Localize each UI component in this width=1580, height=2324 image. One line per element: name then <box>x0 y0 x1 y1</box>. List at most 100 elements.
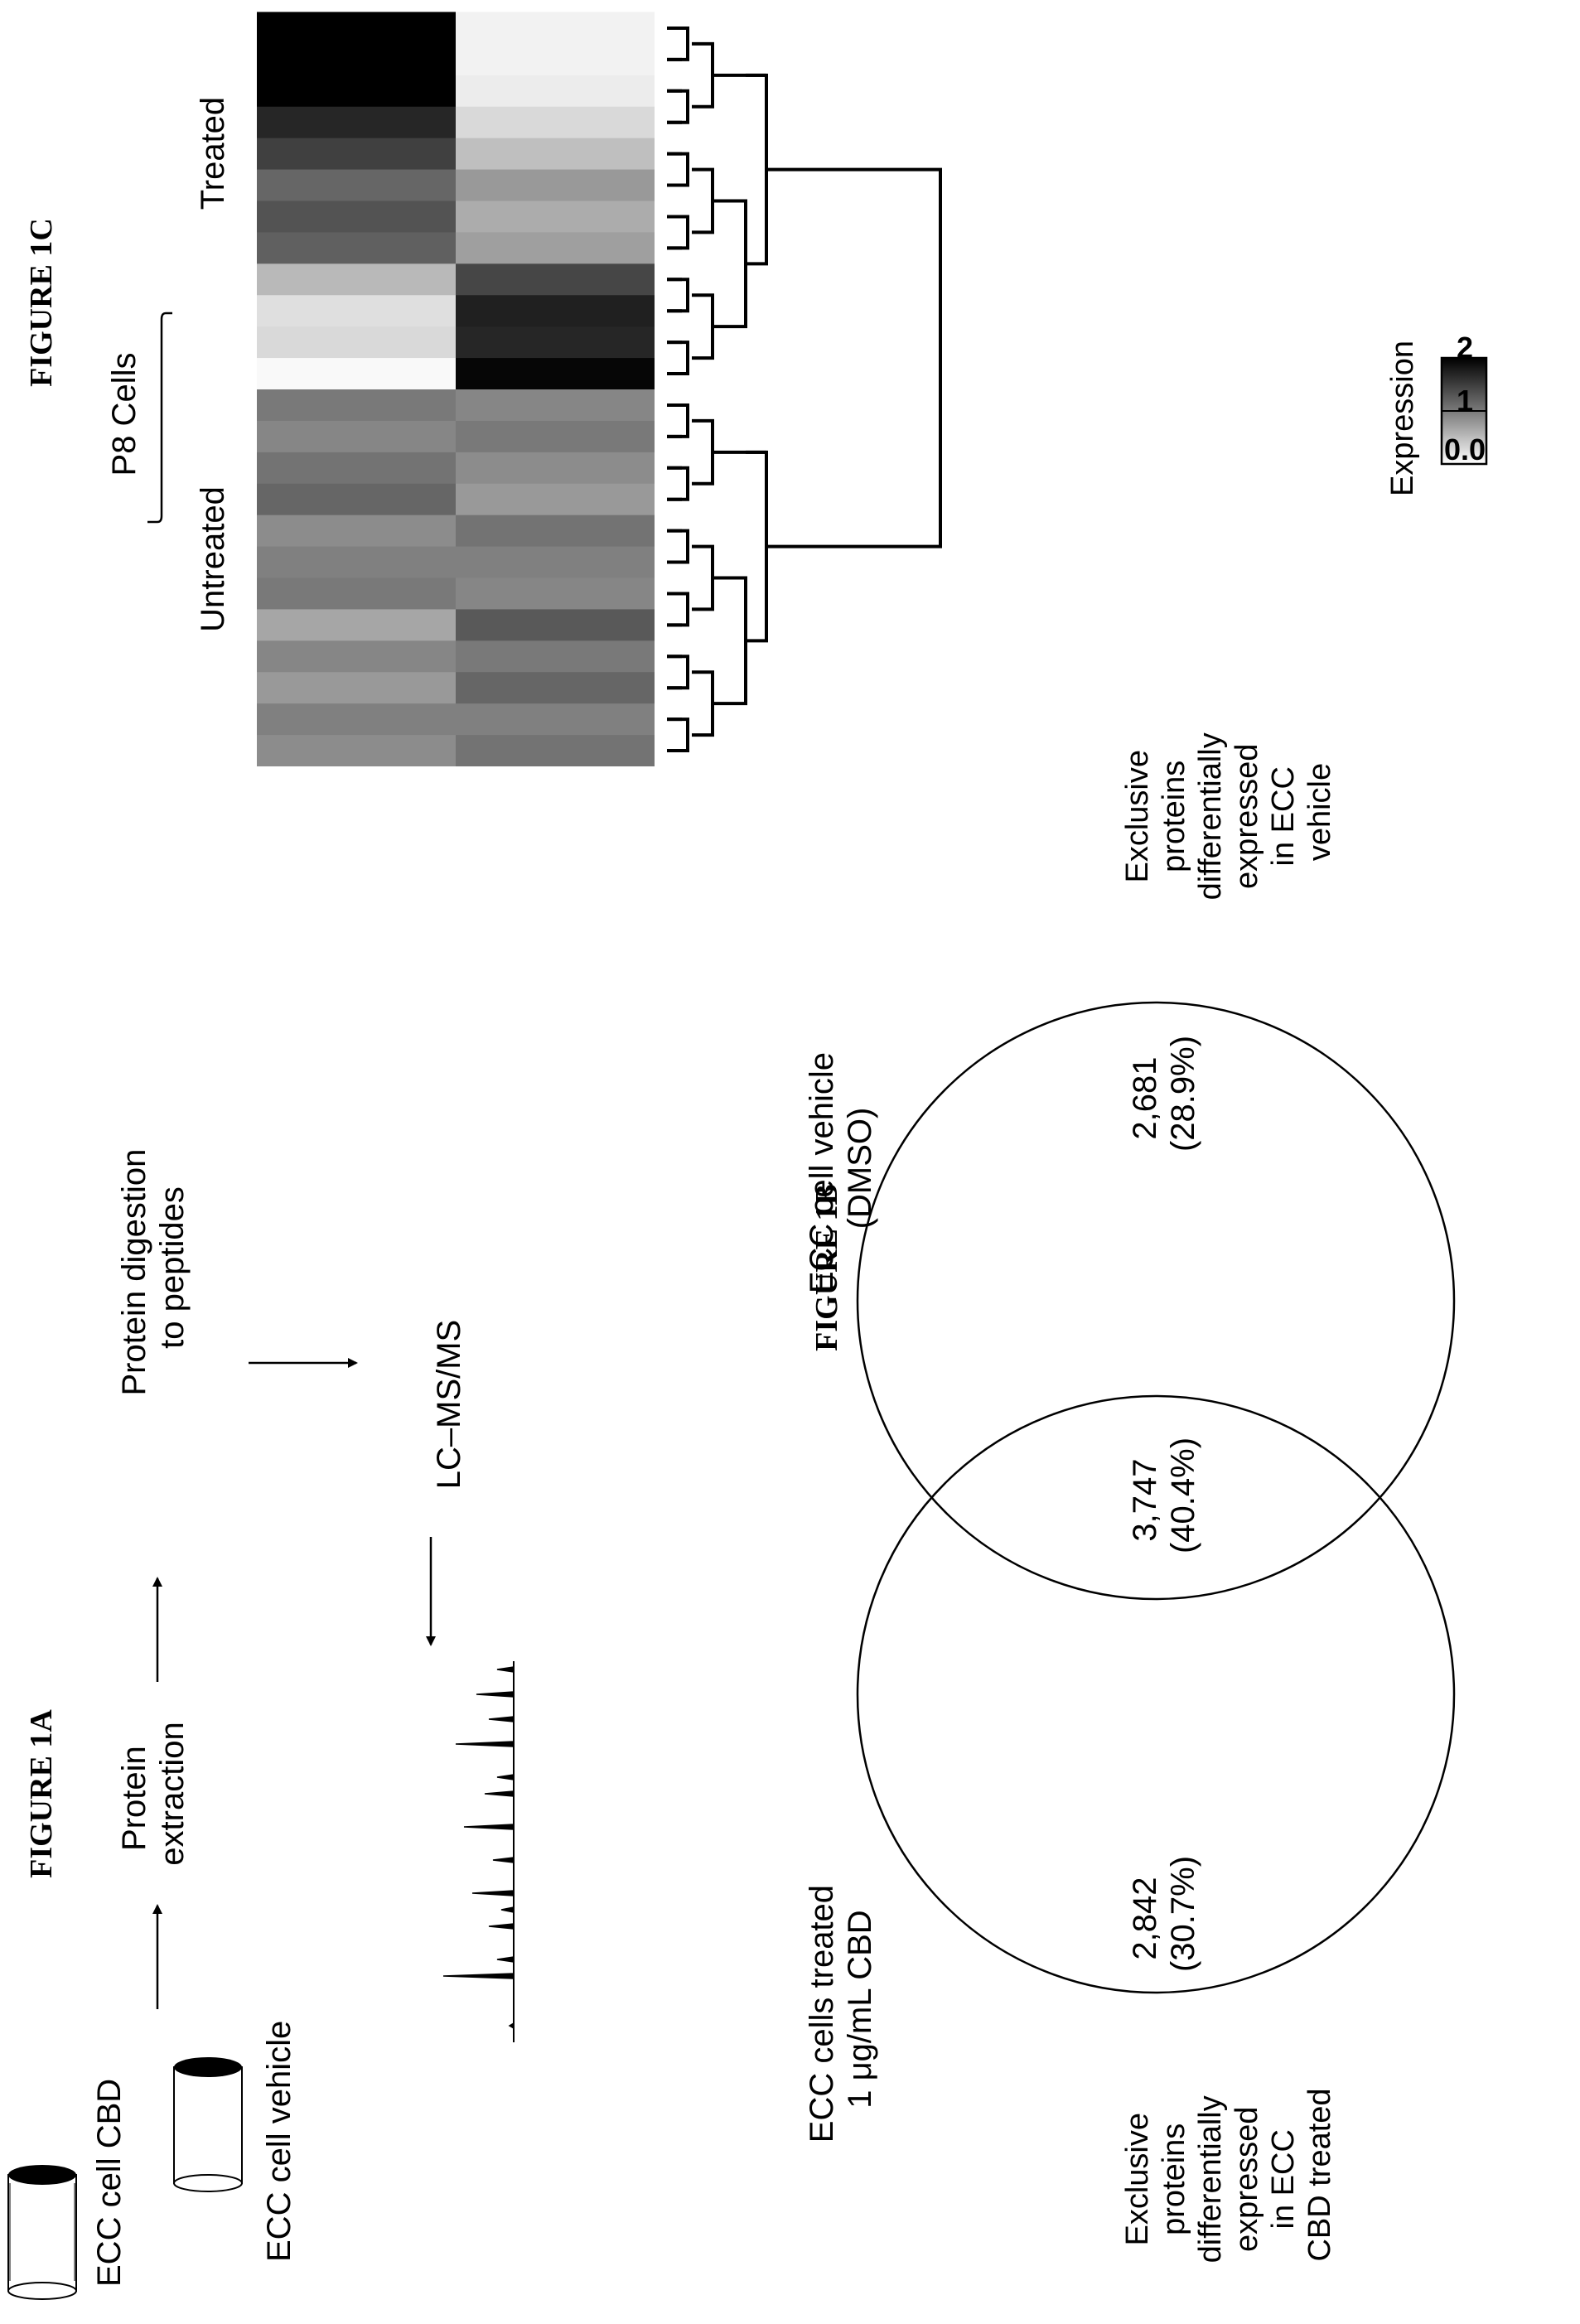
heatmap-cell-treated <box>456 263 655 296</box>
dendrogram-branch <box>692 167 714 234</box>
figure-1b-title: FIGURE 1B <box>809 1184 844 1351</box>
heatmap-cell-untreated <box>257 515 456 547</box>
figure-1c: FIGURE 1C P8 Cells Untreated Treated Exp… <box>24 12 1488 766</box>
heatmap-cell-untreated <box>257 452 456 484</box>
heatmap-cell-treated <box>456 326 655 359</box>
step-extraction-label: Protein extraction <box>116 1722 191 1865</box>
dendrogram-branch <box>667 592 689 627</box>
dish-vehicle-icon <box>173 2057 243 2192</box>
venn-right-set-label: ECC cell vehicle (DMSO) <box>804 1043 878 1293</box>
figure-1a: FIGURE 1A ECC cell CBD ECC cell vehicle … <box>7 1139 515 2300</box>
dendrogram-branch <box>667 529 689 564</box>
legend-tick-0: 0.0 <box>1444 432 1486 466</box>
dendrogram-branch <box>692 41 714 109</box>
heatmap-cell-untreated <box>257 294 456 327</box>
heatmap-cell-treated <box>456 43 655 75</box>
heatmap-cell-untreated <box>257 577 456 610</box>
dendrogram-branch <box>667 403 689 438</box>
heatmap-cell-untreated <box>257 420 456 452</box>
heatmap-cell-treated <box>456 231 655 264</box>
dendrogram-branch <box>667 26 689 61</box>
heatmap-cell-untreated <box>257 326 456 359</box>
dendrogram-branch <box>667 717 689 753</box>
heatmap-cell-treated <box>456 389 655 421</box>
dendrogram-branch <box>746 73 768 266</box>
heatmap-cell-untreated <box>257 734 456 766</box>
heatmap-cell-treated <box>456 106 655 138</box>
figure-1a-title: FIGURE 1A <box>24 1709 59 1878</box>
dendrogram-branch <box>667 89 689 124</box>
legend-tick-2: 2 <box>1457 331 1473 365</box>
heatmap-cell-untreated <box>257 12 456 44</box>
heatmap-cell-treated <box>456 138 655 170</box>
dendrogram-branch <box>692 544 714 611</box>
heatmap-cell-untreated <box>257 75 456 107</box>
heatmap-cell-treated <box>456 545 655 578</box>
heatmap-cell-treated <box>456 452 655 484</box>
heatmap-cell-untreated <box>257 608 456 641</box>
heatmap-cell-untreated <box>257 106 456 138</box>
heatmap-cell-treated <box>456 671 655 704</box>
venn-right-circle <box>856 1001 1456 1601</box>
venn-right-value: 2,681 (28.9%) <box>1127 1036 1201 1152</box>
heatmap-cell-treated <box>456 734 655 766</box>
dendrogram-branch <box>746 450 768 643</box>
heatmap-cell-treated <box>456 168 655 201</box>
venn-right-caption: Exclusive proteins differentially expres… <box>1120 724 1337 901</box>
venn-overlap-value: 3,747 (40.4%) <box>1127 1437 1201 1553</box>
dendrogram-branch <box>713 576 747 706</box>
heatmap-cell-untreated <box>257 389 456 421</box>
heatmap-cell-treated <box>456 608 655 641</box>
legend-tick-1: 1 <box>1457 384 1473 418</box>
heatmap-cell-untreated <box>257 483 456 515</box>
dendrogram-branch <box>692 670 714 737</box>
heatmap-cell-treated <box>456 294 655 327</box>
dendrogram-branch <box>692 418 714 486</box>
heatmap-cell-untreated <box>257 357 456 389</box>
mass-spectrum-icon <box>442 1661 515 2042</box>
heatmap <box>257 12 655 766</box>
heatmap-cell-untreated <box>257 640 456 673</box>
expression-legend: Expression 0.0 1 2 <box>1385 331 1488 496</box>
venn-left-value: 2,842 (30.7%) <box>1127 1856 1201 1972</box>
legend-title: Expression <box>1385 341 1420 496</box>
heatmap-cell-untreated <box>257 545 456 578</box>
column-label-untreated: Untreated <box>195 486 231 632</box>
heatmap-cell-treated <box>456 483 655 515</box>
venn-left-caption: Exclusive proteins differentially expres… <box>1120 2087 1337 2264</box>
dendrogram-branch <box>667 341 689 376</box>
dish-cbd-icon <box>7 2165 77 2300</box>
group-label: P8 Cells <box>106 353 143 476</box>
dendrogram-branch <box>667 152 689 187</box>
heatmap-cell-untreated <box>257 200 456 233</box>
heatmap-cell-treated <box>456 357 655 389</box>
heatmap-cell-treated <box>456 703 655 736</box>
heatmap-cell-treated <box>456 515 655 547</box>
heatmap-cell-treated <box>456 200 655 233</box>
group-bracket <box>147 312 172 524</box>
heatmap-cell-untreated <box>257 263 456 296</box>
venn-left-circle <box>856 1394 1456 1994</box>
figure-1c-title: FIGURE 1C <box>24 218 59 387</box>
heatmap-cell-untreated <box>257 231 456 264</box>
dendrogram-branch <box>766 167 942 548</box>
heatmap-cell-untreated <box>257 168 456 201</box>
venn-left-set-label: ECC cells treated 1 μg/mL CBD <box>804 1876 878 2143</box>
dendrogram-branch <box>667 655 689 690</box>
heatmap-cell-untreated <box>257 43 456 75</box>
dendrogram-branch <box>667 466 689 501</box>
dendrogram <box>667 26 942 753</box>
heatmap-cell-treated <box>456 420 655 452</box>
heatmap-cell-untreated <box>257 138 456 170</box>
dendrogram-branch <box>667 215 689 250</box>
heatmap-cell-untreated <box>257 671 456 704</box>
step-digestion-label: Protein digestion to peptides <box>116 1139 191 1395</box>
dendrogram-branch <box>667 278 689 313</box>
heatmap-cell-treated <box>456 75 655 107</box>
heatmap-cell-treated <box>456 577 655 610</box>
dendrogram-branch <box>692 293 714 360</box>
heatmap-cell-treated <box>456 640 655 673</box>
column-label-treated: Treated <box>195 97 231 210</box>
dendrogram-branch <box>713 199 747 329</box>
heatmap-cell-untreated <box>257 703 456 736</box>
